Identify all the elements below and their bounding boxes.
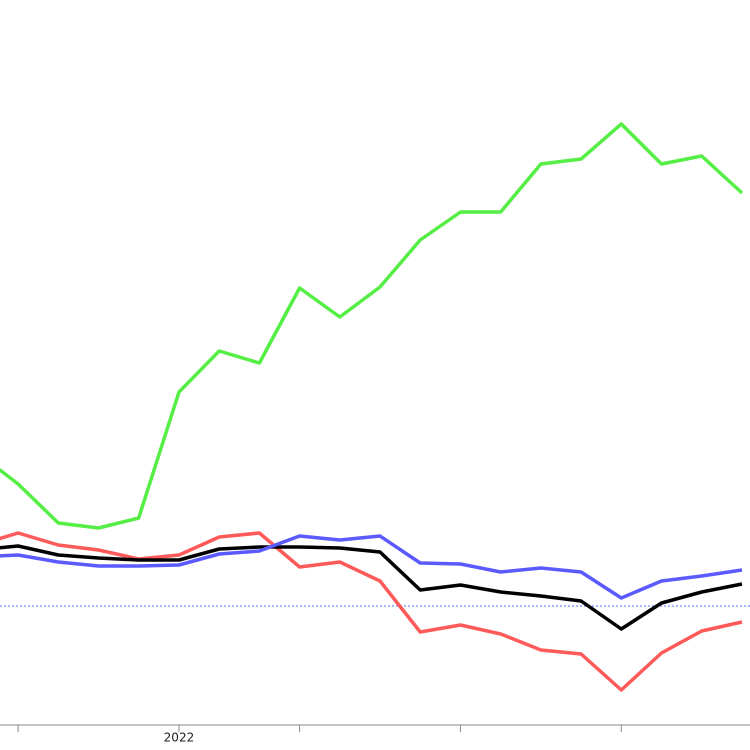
series-line (0, 122, 744, 530)
x-tick-label: 2022 (164, 731, 195, 745)
series-line (0, 534, 743, 600)
plot-area (0, 122, 750, 692)
series-line (0, 531, 743, 692)
series-line (0, 544, 743, 631)
